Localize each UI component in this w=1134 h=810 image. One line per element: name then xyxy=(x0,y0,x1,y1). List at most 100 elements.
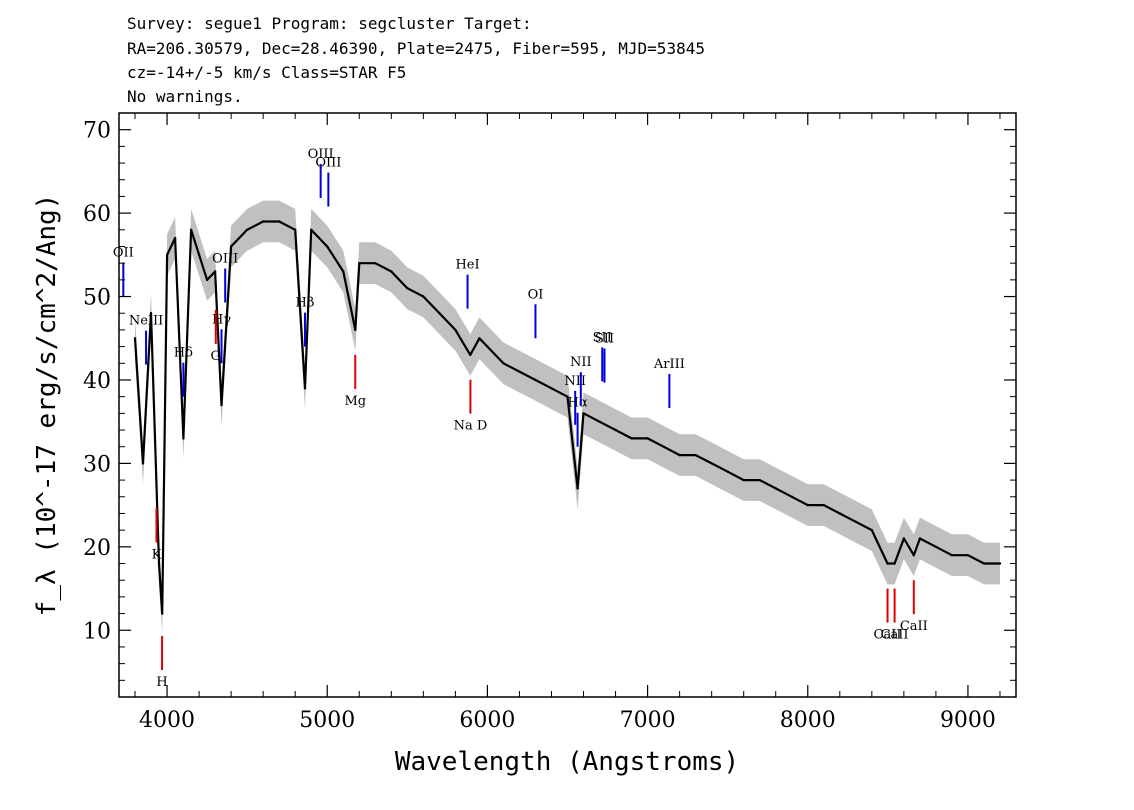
emission-line-label: SII xyxy=(595,332,614,347)
flux-point xyxy=(550,387,553,390)
flux-point xyxy=(726,470,729,473)
flux-point xyxy=(758,478,761,482)
flux-point xyxy=(278,220,281,223)
flux-point xyxy=(197,253,201,256)
flux-point xyxy=(165,253,169,256)
flux-point xyxy=(576,487,579,490)
flux-point xyxy=(854,520,857,523)
emission-line-label: Hβ xyxy=(296,296,315,311)
flux-point xyxy=(390,270,393,273)
x-tick-label: 4000 xyxy=(139,708,195,733)
x-tick-label: 6000 xyxy=(459,708,515,733)
emission-line-label: OI xyxy=(528,287,544,302)
y-tick-label: 40 xyxy=(83,369,111,394)
error-band xyxy=(135,200,1000,635)
flux-point xyxy=(454,328,457,332)
emission-line-label: NII xyxy=(570,355,592,370)
flux-point xyxy=(173,236,177,240)
x-tick-label: 5000 xyxy=(299,708,355,733)
emission-line-label: OIII xyxy=(212,252,238,267)
y-tick-label: 10 xyxy=(83,619,111,644)
flux-point xyxy=(189,228,193,231)
flux-point xyxy=(742,478,745,482)
flux-point xyxy=(161,612,164,615)
flux-point xyxy=(870,528,873,532)
flux-point xyxy=(646,437,649,440)
absorption-line-label: CaII xyxy=(900,619,928,634)
flux-point xyxy=(133,337,137,340)
x-axis-label: Wavelength (Angstroms) xyxy=(395,747,739,777)
flux-point xyxy=(422,295,425,298)
flux-point xyxy=(790,495,793,498)
absorption-line-label: K xyxy=(152,547,162,562)
flux-point xyxy=(998,562,1002,565)
flux-point xyxy=(262,220,265,223)
emission-line-label: OII xyxy=(113,246,134,261)
header-text: Survey: segue1 Program: segcluster Targe… xyxy=(127,14,705,106)
axes: 4000 5000 6000 7000 8000 9000 10 20 30 40 50 60 70 xyxy=(83,112,1016,733)
flux-point xyxy=(213,270,217,273)
flux-point xyxy=(934,545,938,548)
flux-point xyxy=(912,554,915,557)
flux-point xyxy=(678,453,681,457)
y-tick-label: 50 xyxy=(83,286,111,311)
emission-line-label: HeI xyxy=(455,258,479,273)
flux-point xyxy=(630,437,633,440)
emission-line-label: OIII xyxy=(315,156,341,171)
flux-point xyxy=(918,537,922,540)
header-line-4: No warnings. xyxy=(127,87,243,106)
flux-point xyxy=(141,462,145,465)
plot-frame xyxy=(118,112,1017,698)
flux-point xyxy=(902,537,906,540)
flux-point xyxy=(438,312,441,315)
flux-point xyxy=(566,395,569,398)
line-markers: OIINeIIIHδHγOIIIHβOIIIOIIIHeIOINIIHαNIIS… xyxy=(113,147,928,690)
flux-point xyxy=(182,437,185,440)
flux-point xyxy=(806,503,809,507)
y-tick-label: 70 xyxy=(83,119,111,144)
emission-line-label: Hα xyxy=(568,396,588,411)
header-line-3: cz=-14+/-5 km/s Class=STAR F5 xyxy=(127,63,406,82)
y-axis-label: f_λ (10^-17 erg/s/cm^2/Ang) xyxy=(32,194,62,617)
absorption-line-label: Mg xyxy=(344,394,366,409)
flux-point xyxy=(220,403,223,407)
flux-series-line xyxy=(133,220,1000,615)
flux-point xyxy=(326,245,329,248)
flux-point xyxy=(822,503,825,507)
flux-point xyxy=(838,512,841,515)
flux-point xyxy=(303,387,307,390)
flux-point xyxy=(406,287,409,290)
flux-point xyxy=(886,562,889,565)
flux-point xyxy=(982,562,986,565)
flux-point xyxy=(582,412,585,415)
emission-line-label: NeIII xyxy=(129,314,163,329)
flux-point xyxy=(469,353,472,357)
y-tick-label: 20 xyxy=(83,536,111,561)
flux-point xyxy=(950,554,954,557)
flux-point xyxy=(486,345,489,348)
header-line-2: RA=206.30579, Dec=28.46390, Plate=2475, … xyxy=(127,39,705,58)
absorption-line-label: CaII xyxy=(874,628,902,643)
emission-line-label: ArIII xyxy=(653,357,685,372)
flux-point xyxy=(245,228,249,231)
absorption-line-label: G xyxy=(211,349,221,364)
flux-point xyxy=(966,554,970,557)
flux-point xyxy=(614,428,617,432)
flux-point xyxy=(893,562,896,565)
y-tick-label: 30 xyxy=(83,452,111,477)
flux-point xyxy=(205,278,209,282)
flux-point xyxy=(694,453,697,457)
flux-point xyxy=(358,262,361,265)
flux-point xyxy=(534,378,537,382)
absorption-line-label: Na D xyxy=(454,419,488,434)
flux-point xyxy=(354,328,357,332)
header-line-1: Survey: segue1 Program: segcluster Targe… xyxy=(127,14,532,33)
flux-point xyxy=(342,270,345,273)
emission-line-label: Hδ xyxy=(174,346,193,361)
y-tick-label: 60 xyxy=(83,202,111,227)
x-tick-label: 8000 xyxy=(780,708,836,733)
flux-point xyxy=(478,337,481,340)
absorption-line-label: CaII xyxy=(881,628,909,643)
plot-content xyxy=(133,200,1002,635)
